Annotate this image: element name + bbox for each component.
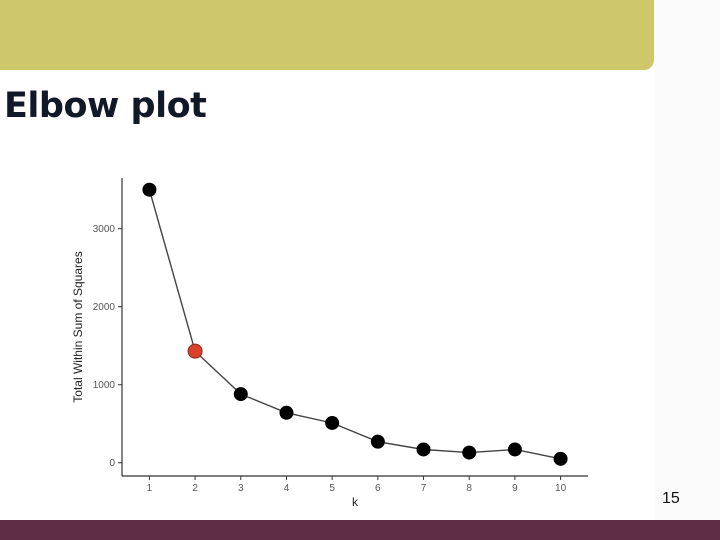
series-line (148, 189, 561, 460)
x-axis-label: k (352, 495, 359, 509)
title-banner (0, 0, 654, 70)
x-tick-label: 5 (329, 483, 335, 494)
x-tick-label: 2 (192, 483, 198, 494)
x-tick-label: 8 (466, 483, 472, 494)
page-number: 15 (662, 490, 680, 507)
y-ticks: 0 1000 2000 3000 (93, 224, 122, 469)
chart-svg: 0 1000 2000 3000 1 2 3 4 5 6 7 8 9 10 k Total Within… (71, 178, 588, 509)
x-tick-label: 9 (512, 483, 518, 494)
x-tick-label: 1 (147, 483, 153, 494)
y-tick-label: 1000 (93, 380, 116, 391)
side-strip (654, 0, 720, 520)
chart-axes (121, 178, 588, 477)
y-tick-label: 0 (109, 458, 115, 469)
data-point (370, 434, 385, 449)
y-tick-label: 3000 (93, 224, 116, 235)
x-tick-label: 6 (375, 483, 381, 494)
x-ticks: 1 2 3 4 5 6 7 8 9 10 (147, 476, 567, 494)
x-tick-label: 10 (555, 483, 567, 494)
data-point (142, 182, 157, 197)
data-point (325, 415, 340, 430)
y-tick-label: 2000 (93, 302, 116, 313)
data-point (553, 451, 568, 466)
elbow-chart: 0 1000 2000 3000 1 2 3 4 5 6 7 8 9 10 k Total Within… (60, 168, 600, 518)
x-tick-label: 4 (284, 483, 290, 494)
data-point (416, 442, 431, 457)
data-point-highlighted (187, 343, 203, 359)
data-points (142, 182, 568, 466)
data-point (233, 387, 248, 402)
page-title: Elbow plot (4, 86, 207, 126)
y-axis-label: Total Within Sum of Squares (71, 251, 85, 402)
x-tick-label: 7 (421, 483, 427, 494)
data-point (507, 442, 522, 457)
footer-band (0, 520, 720, 540)
x-tick-label: 3 (238, 483, 244, 494)
data-point (279, 405, 294, 420)
data-point (462, 445, 477, 460)
